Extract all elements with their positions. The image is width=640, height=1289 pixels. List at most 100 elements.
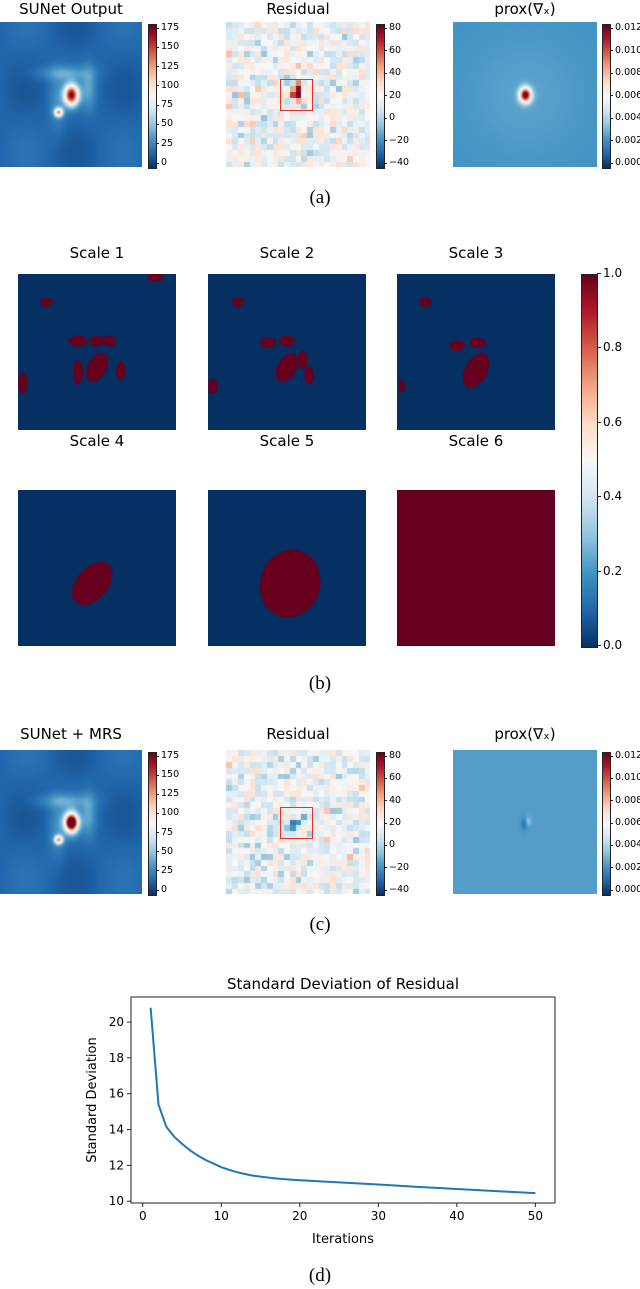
colorbar-tick: −20 — [383, 861, 410, 873]
x-axis-label: Iterations — [312, 1232, 374, 1247]
scale-6-mask — [397, 490, 555, 646]
colorbar-tick: 0.004 — [609, 839, 640, 850]
y-tick-label: 14 — [109, 1123, 124, 1137]
colorbar-tick: 0 — [383, 112, 396, 123]
x-tick-label: 30 — [371, 1209, 386, 1223]
colorbar-tick: 125 — [155, 788, 180, 800]
prox-image — [453, 22, 597, 167]
colorbar-tick: 25 — [155, 137, 174, 149]
x-tick-label: 50 — [528, 1209, 543, 1223]
title-scale-3: Scale 3 — [448, 244, 504, 262]
scale-5-mask — [208, 490, 366, 646]
x-tick-label: 10 — [214, 1209, 229, 1223]
colorbar-tick: 80 — [383, 750, 402, 761]
x-tick-label: 0 — [139, 1209, 147, 1223]
caption-b: (b) — [308, 673, 332, 694]
colorbar-tick: 75 — [155, 826, 174, 838]
colorbar-tick: 0.4 — [596, 489, 623, 504]
colorbar-tick: 0.8 — [596, 340, 623, 355]
colorbar-tick: 0.004 — [609, 112, 640, 123]
title-scale-5: Scale 5 — [259, 432, 315, 450]
colorbar-tick: 0.000 — [609, 884, 640, 895]
colorbar-tick: 0 — [155, 157, 168, 168]
caption-c: (c) — [309, 914, 331, 935]
colorbar-prox-c — [602, 752, 611, 896]
y-tick-label: 12 — [109, 1158, 124, 1172]
colorbar-tick: 50 — [155, 118, 174, 130]
colorbar-tick: 0 — [155, 884, 168, 895]
title-scale-6: Scale 6 — [448, 432, 504, 450]
colorbar-tick: 0.2 — [596, 563, 623, 578]
colorbar-tick: 150 — [155, 769, 180, 781]
colorbar-tick: 0.008 — [609, 67, 640, 78]
colorbar-residual-c — [376, 752, 385, 896]
colorbar-tick: 100 — [155, 807, 180, 819]
colorbar-tick: 1.0 — [596, 266, 623, 280]
y-tick-label: 10 — [109, 1194, 124, 1208]
colorbar-tick: 40 — [383, 67, 402, 78]
chart-title: Standard Deviation of Residual — [227, 975, 459, 993]
colorbar-tick: 0.0 — [596, 638, 623, 652]
colorbar-tick: 20 — [383, 817, 402, 828]
std-residual-chart: Standard Deviation of Residual Iteration… — [85, 975, 556, 1247]
colorbar-tick: 0.012 — [609, 22, 640, 33]
highlight-box — [280, 79, 313, 111]
std-deviation-line — [149, 1007, 536, 1195]
colorbar-tick: −20 — [383, 134, 410, 146]
colorbar-sunet — [148, 24, 157, 169]
colorbar-tick: −40 — [383, 884, 410, 895]
y-tick-label: 18 — [109, 1051, 124, 1065]
title-residual-c: Residual — [266, 725, 330, 743]
colorbar-prox — [602, 24, 611, 169]
colorbar-tick: 175 — [155, 750, 180, 761]
sunet-output-image — [0, 22, 142, 167]
prox-image-c — [453, 750, 597, 894]
plot-frame — [130, 996, 556, 1204]
colorbar-tick: 0 — [383, 839, 396, 851]
colorbar-tick: −40 — [383, 157, 410, 168]
colorbar-tick: 100 — [155, 79, 180, 91]
colorbar-tick: 50 — [155, 845, 174, 857]
colorbar-tick: 0.006 — [609, 817, 640, 828]
scale-1-mask — [18, 274, 176, 430]
y-tick-label: 20 — [109, 1015, 124, 1029]
colorbar-tick: 0.012 — [609, 750, 640, 761]
colorbar-tick: 0.010 — [609, 45, 640, 56]
colorbar-tick: 0.000 — [609, 157, 640, 168]
colorbar-tick: 60 — [383, 44, 402, 56]
scale-3-mask — [397, 274, 555, 430]
colorbar-tick: 125 — [155, 60, 180, 72]
scale-4-mask — [18, 490, 176, 646]
title-scale-4: Scale 4 — [69, 432, 125, 450]
title-prox: prox(∇ₓ) — [494, 0, 556, 18]
colorbar-tick: 175 — [155, 22, 180, 33]
x-tick-label: 20 — [292, 1209, 307, 1223]
colorbar-tick: 150 — [155, 41, 180, 53]
title-residual: Residual — [266, 0, 330, 18]
colorbar-tick: 0.008 — [609, 795, 640, 806]
scale-colorbar — [581, 274, 598, 648]
x-tick-label: 40 — [449, 1209, 464, 1223]
y-tick-label: 16 — [109, 1087, 124, 1101]
title-scale-2: Scale 2 — [259, 244, 315, 262]
caption-d: (d) — [308, 1265, 332, 1286]
colorbar-tick: 0.002 — [609, 862, 640, 873]
caption-a: (a) — [309, 187, 331, 208]
colorbar-tick: 0.002 — [609, 135, 640, 146]
colorbar-tick: 0.6 — [596, 414, 623, 429]
scale-2-mask — [208, 274, 366, 430]
highlight-box-c — [280, 807, 313, 839]
y-axis-label: Standard Deviation — [85, 1037, 100, 1162]
colorbar-tick: 0.006 — [609, 90, 640, 101]
colorbar-tick: 60 — [383, 772, 402, 784]
colorbar-tick: 80 — [383, 22, 402, 33]
colorbar-tick: 20 — [383, 89, 402, 101]
colorbar-tick: 25 — [155, 864, 174, 876]
title-scale-1: Scale 1 — [69, 244, 125, 262]
residual-image-c — [226, 750, 370, 894]
colorbar-tick: 75 — [155, 99, 174, 111]
title-sunet-mrs: SUNet + MRS — [20, 725, 122, 743]
colorbar-residual — [376, 24, 385, 169]
title-sunet-output: SUNet Output — [19, 0, 123, 18]
sunet-mrs-image — [0, 750, 142, 894]
